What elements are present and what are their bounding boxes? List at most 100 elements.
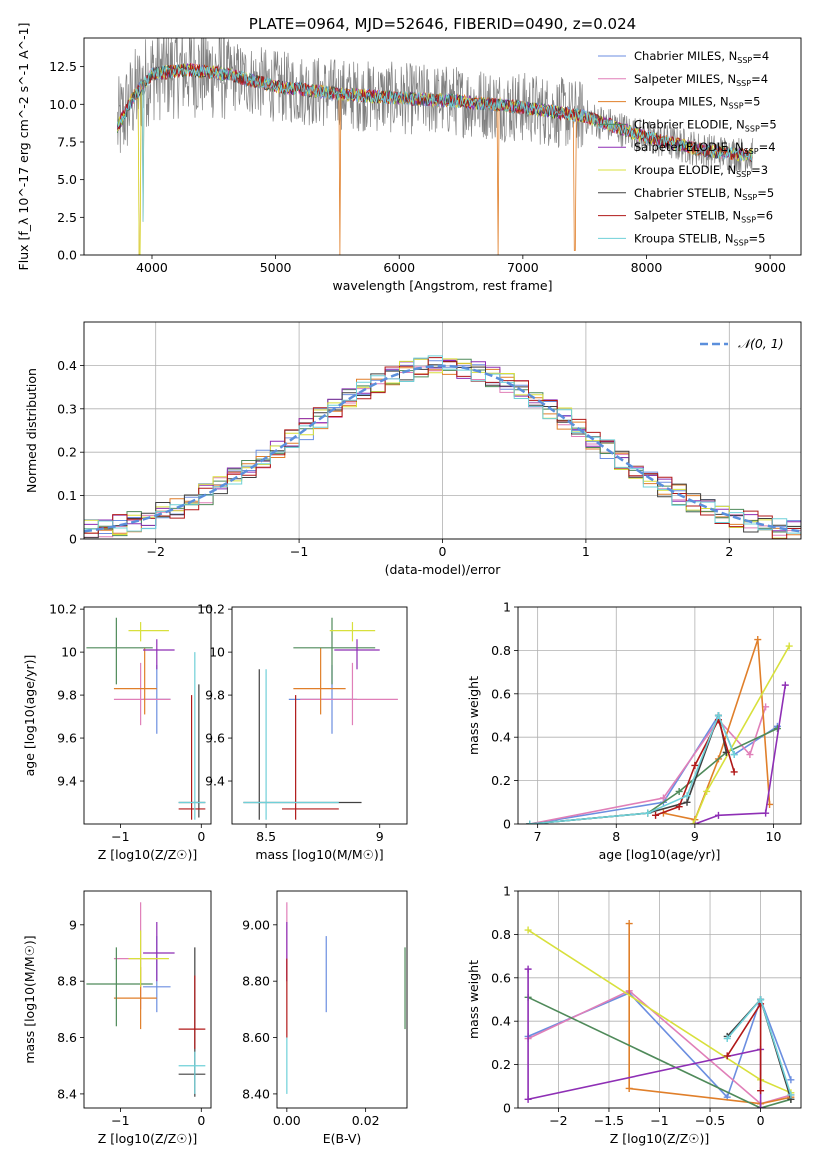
chart-title: PLATE=0964, MJD=52646, FIBERID=0490, z=0… <box>249 15 636 33</box>
y-tick-label: 8.40 <box>242 1086 270 1101</box>
weight-marker <box>659 794 667 802</box>
weight-marker <box>757 1087 765 1095</box>
y-tick-label: 0.1 <box>57 488 77 503</box>
weight-marker <box>689 820 697 824</box>
legend-suffix: =3 <box>751 163 768 177</box>
weight-marker <box>625 1084 633 1092</box>
y-tick-label: 12.5 <box>49 59 77 74</box>
y-tick-label: 0.4 <box>491 730 511 745</box>
y-tick-label: 2.5 <box>57 210 77 225</box>
legend-subscript: SSP <box>744 147 759 156</box>
weight-marker <box>730 751 738 759</box>
y-tick-label: 9.4 <box>57 774 77 789</box>
legend-subscript: SSP <box>737 56 752 65</box>
y-tick-label: 0 <box>503 817 511 832</box>
y-tick-label: 9 <box>69 917 77 932</box>
weight-line <box>694 684 787 824</box>
weight_vs_Z-axes: −2 −1.5 −1 −0.5 0 0 0.2 0.4 0.6 0.8 1 Z [log10(Z/Z☉… <box>466 884 801 1146</box>
legend-label: Kroupa STELIB, NSSP=5 <box>634 231 765 247</box>
x-tick-label: 0 <box>197 1113 205 1128</box>
age_vs_mass-points <box>243 617 398 820</box>
x-axis-label: Z [log10(Z/Z☉)] <box>610 1131 710 1146</box>
weight_vs_age-frame <box>517 606 802 825</box>
x-tick-label: −1 <box>111 829 129 844</box>
x-tick-label: −0.5 <box>695 1113 725 1128</box>
weight-line <box>726 997 792 1096</box>
x-tick-label: 2 <box>725 544 733 559</box>
weight-marker <box>723 1035 731 1043</box>
x-tick-label: 4000 <box>136 260 168 275</box>
weight-line <box>628 923 792 1105</box>
x-tick-label: 1 <box>582 544 590 559</box>
x-axis-label: age [log10(age/yr)] <box>599 847 721 862</box>
y-tick-label: 10 <box>209 645 225 660</box>
y-axis-label: mass [log10(M/M☉)] <box>22 935 37 1063</box>
weight-line <box>527 996 792 1108</box>
x-tick-label: −1 <box>650 1113 668 1128</box>
weight-marker <box>787 1091 795 1099</box>
weight-marker <box>781 681 789 689</box>
weight-marker <box>757 996 765 1003</box>
y-tick-label: 8.60 <box>242 1030 270 1045</box>
x-tick-label: −2 <box>146 544 164 559</box>
x-tick-label: 0.00 <box>273 1113 301 1128</box>
legend-suffix: =6 <box>756 209 773 223</box>
x-tick-label: 8000 <box>631 260 663 275</box>
legend-subscript: SSP <box>745 124 760 133</box>
legend-suffix: =5 <box>749 231 766 245</box>
x-axis-label: wavelength [Angstrom, rest frame] <box>332 278 552 293</box>
x-axis-label: mass [log10(M/M☉)] <box>255 847 383 862</box>
age_vs_mass-frame <box>231 606 408 825</box>
y-axis-label: Flux [f_λ 10^-17 erg cm^-2 s^-1 A^-1] <box>16 23 31 271</box>
mass_vs_ebv-points <box>286 902 406 1094</box>
weight-line <box>527 989 792 1105</box>
y-tick-label: 0.6 <box>491 970 511 985</box>
weight-marker <box>785 642 793 650</box>
y-tick-label: 0 <box>69 532 77 547</box>
x-tick-label: 9000 <box>754 260 786 275</box>
x-tick-label: 8 <box>612 829 620 844</box>
y-tick-label: 9.4 <box>205 774 225 789</box>
mass_vs_Z-frame <box>83 890 212 1109</box>
x-tick-label: 7 <box>534 829 542 844</box>
y-axis-label: age [log10(age/yr)] <box>22 655 37 777</box>
histogram-line <box>84 355 801 537</box>
y-tick-label: 10.2 <box>49 602 77 617</box>
weight_vs_age-lines <box>526 636 793 824</box>
legend-subscript: SSP <box>742 193 757 202</box>
legend-suffix: =5 <box>757 186 774 200</box>
x-tick-label: 9 <box>691 829 699 844</box>
x-tick-label: 5000 <box>260 260 292 275</box>
y-tick-label: 8.4 <box>57 1086 77 1101</box>
y-tick-label: 1 <box>503 884 511 899</box>
y-tick-label: 0.6 <box>491 686 511 701</box>
legend-subscript: SSP <box>734 238 749 247</box>
weight_vs_Z-frame <box>517 890 802 1109</box>
histograms <box>84 355 801 539</box>
x-tick-label: 10 <box>766 829 782 844</box>
y-tick-label: 1 <box>503 600 511 615</box>
legend-suffix: =4 <box>751 72 768 86</box>
spectrum-axes: 4000 5000 6000 7000 8000 9000 0.0 2.5 5.0 7.5 10.0… <box>16 23 786 293</box>
x-tick-label: 0.02 <box>352 1113 380 1128</box>
x-axis-label: Z [log10(Z/Z☉)] <box>98 847 198 862</box>
y-axis-label: mass weight <box>466 960 481 1039</box>
spectrum-legend: Chabrier MILES, NSSP=4 Salpeter MILES, NS… <box>598 49 777 247</box>
x-tick-label: −1 <box>111 1113 129 1128</box>
mass_vs_Z-points <box>86 902 206 1097</box>
x-tick-label: −1.5 <box>594 1113 624 1128</box>
x-tick-label: 0 <box>757 1113 765 1128</box>
x-tick-label: −2 <box>549 1113 567 1128</box>
y-tick-label: 9.00 <box>242 917 270 932</box>
weight-marker <box>524 1095 532 1103</box>
weight-marker <box>714 811 722 819</box>
age_vs_Z-axes: −1 0 9.4 9.6 9.8 10 10.2 Z [log10(Z/Z☉)] age [lo… <box>22 602 205 862</box>
legend-label: Kroupa ELODIE, NSSP=3 <box>634 163 768 179</box>
x-axis-label: Z [log10(Z/Z☉)] <box>98 1131 198 1146</box>
legend-subscript: SSP <box>736 79 751 88</box>
y-axis-label: Normed distribution <box>24 368 39 493</box>
x-tick-label: 6000 <box>383 260 415 275</box>
legend-subscript: SSP <box>736 170 751 179</box>
y-tick-label: 10.2 <box>197 602 225 617</box>
x-tick-label: 0 <box>439 544 447 559</box>
